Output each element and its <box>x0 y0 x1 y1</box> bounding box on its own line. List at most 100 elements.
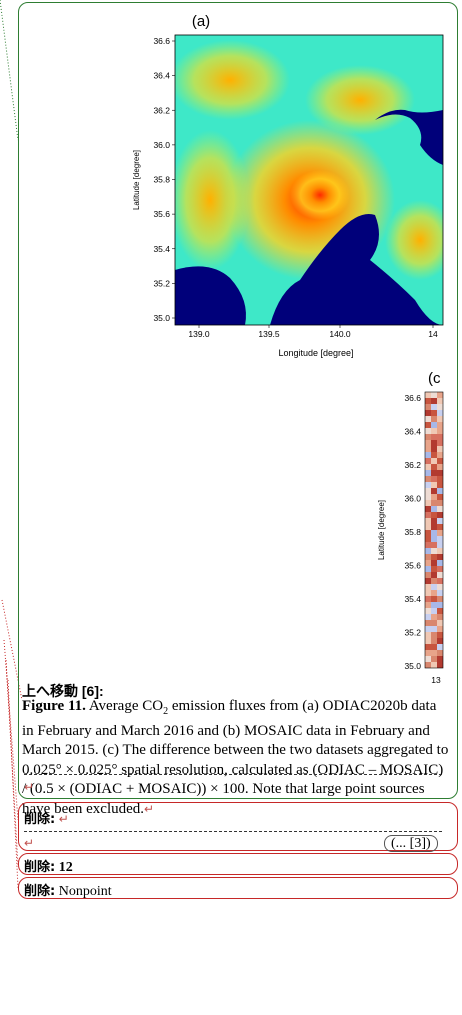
x-tick-label: 139.5 <box>258 329 280 339</box>
strip-cell <box>425 476 431 482</box>
strip-cell <box>431 524 437 530</box>
strip-cell <box>425 404 431 410</box>
y-tick-label: 36.2 <box>153 105 170 115</box>
y-tick-label: 36.6 <box>153 36 170 46</box>
strip-cell <box>437 422 443 428</box>
deletion-comment <box>18 853 458 875</box>
strip-cell <box>437 506 443 512</box>
strip-cell <box>425 572 431 578</box>
strip-cell <box>437 464 443 470</box>
strip-cell <box>437 470 443 476</box>
strip-cell <box>437 632 443 638</box>
strip-cell <box>425 398 431 404</box>
strip-cell <box>425 632 431 638</box>
deletion: 削除: ↵ <box>24 812 69 827</box>
strip-cell <box>437 482 443 488</box>
strip-cell <box>425 548 431 554</box>
strip-cell <box>425 620 431 626</box>
strip-cell <box>437 512 443 518</box>
strip-cell <box>437 518 443 524</box>
strip-cell <box>431 470 437 476</box>
y-tick-label: 36.4 <box>404 427 421 437</box>
x-axis-label: Longitude [degree] <box>278 348 353 358</box>
y-tick-label: 35.6 <box>153 209 170 219</box>
strip-cell <box>425 452 431 458</box>
deletion-comment <box>18 877 458 899</box>
x-tick-label: 14 <box>428 329 438 339</box>
strip-cell <box>431 584 437 590</box>
strip-cell <box>437 584 443 590</box>
strip-cell <box>425 584 431 590</box>
deletion-label: 削除: <box>24 860 56 875</box>
strip-cell <box>431 446 437 452</box>
strip-cell <box>437 416 443 422</box>
strip-cell <box>431 608 437 614</box>
strip-cell <box>425 530 431 536</box>
y-tick-label: 35.4 <box>404 594 421 604</box>
strip-cell <box>431 590 437 596</box>
strip-cell <box>425 440 431 446</box>
strip-cell <box>437 476 443 482</box>
strip-cell <box>437 488 443 494</box>
panel-label: (a) <box>192 13 210 30</box>
strip-cell <box>431 572 437 578</box>
reference-text: ... [3] <box>395 836 426 851</box>
strip-cell <box>425 428 431 434</box>
y-tick-label: 35.6 <box>404 561 421 571</box>
strip-cell <box>437 602 443 608</box>
strip-cell <box>437 530 443 536</box>
y-tick-label: 36.0 <box>404 494 421 504</box>
separator <box>24 831 442 832</box>
strip-cell <box>431 416 437 422</box>
strip-cell <box>431 488 437 494</box>
strip-cell <box>425 392 431 398</box>
y-axis-label: Latitude [degree] <box>377 500 386 560</box>
strip-cell <box>431 596 437 602</box>
y-tick-label: 36.4 <box>153 71 170 81</box>
strip-cell <box>431 662 437 668</box>
strip-cell <box>431 632 437 638</box>
strip-cell <box>425 662 431 668</box>
return-mark: ↵ <box>24 780 35 794</box>
strip-cell <box>431 530 437 536</box>
strip-cell <box>437 620 443 626</box>
strip-cell <box>431 410 437 416</box>
x-tick-label: 139.0 <box>188 329 210 339</box>
strip-cell <box>431 650 437 656</box>
y-tick-label: 36.0 <box>153 140 170 150</box>
strip-cell <box>431 464 437 470</box>
reference-button[interactable]: (... [3]) <box>384 835 438 852</box>
y-tick-label: 35.0 <box>153 313 170 323</box>
strip-cell <box>431 428 437 434</box>
strip-cell <box>425 626 431 632</box>
strip-cell <box>437 446 443 452</box>
strip-cell <box>437 572 443 578</box>
return-mark: ↵ <box>24 836 35 850</box>
strip-cell <box>431 638 437 644</box>
strip-cell <box>425 566 431 572</box>
strip-cell <box>437 428 443 434</box>
strip-cell <box>431 392 437 398</box>
strip-cell <box>437 458 443 464</box>
strip-cell <box>425 446 431 452</box>
strip-cell <box>431 620 437 626</box>
strip-cell <box>425 524 431 530</box>
deletion-label: 削除: <box>24 884 56 899</box>
strip-cell <box>425 494 431 500</box>
strip-cell <box>431 398 437 404</box>
strip-cell <box>425 506 431 512</box>
strip-cell <box>431 560 437 566</box>
separator <box>24 774 442 775</box>
caption-label: Figure 11. <box>22 698 86 714</box>
strip-cell <box>437 536 443 542</box>
strip-cell <box>437 452 443 458</box>
y-tick-label: 35.0 <box>404 661 421 671</box>
strip-cell <box>437 500 443 506</box>
strip-cell <box>425 608 431 614</box>
strip-cell <box>437 656 443 662</box>
strip-cell <box>437 404 443 410</box>
strip-cell <box>425 434 431 440</box>
connector <box>5 659 19 866</box>
strip-cell <box>431 476 437 482</box>
strip-cell <box>431 554 437 560</box>
